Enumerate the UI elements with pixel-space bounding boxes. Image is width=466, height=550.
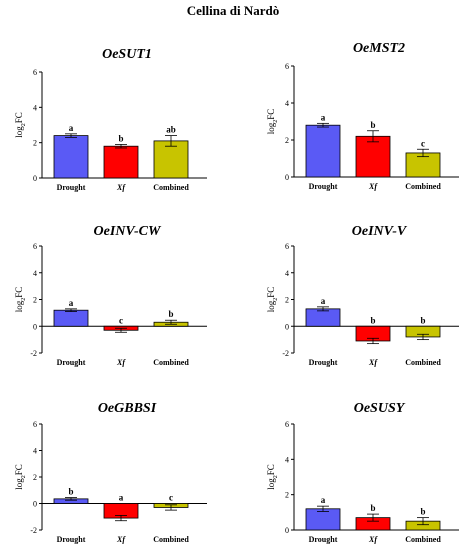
significance-label: b — [370, 120, 375, 130]
bar-drought — [305, 124, 341, 178]
x-tick-label: Combined — [153, 535, 189, 544]
bar-drought — [53, 309, 89, 327]
y-tick-label: 0 — [285, 322, 289, 331]
y-tick-label: 4 — [285, 455, 289, 464]
y-tick-label: 6 — [33, 242, 37, 251]
y-tick-label: 0 — [33, 322, 37, 331]
y-tick-label: 2 — [285, 296, 289, 305]
y-tick-label: 4 — [33, 103, 37, 112]
x-tick-label: Drought — [57, 183, 86, 192]
significance-label: c — [421, 138, 425, 148]
chart-title: OeINV-CW — [94, 224, 162, 239]
y-axis-label: log2FC — [14, 464, 27, 490]
x-tick-label: Drought — [309, 358, 338, 367]
x-tick-label: Drought — [309, 535, 338, 544]
chart-title: OeMST2 — [353, 41, 405, 56]
y-tick-label: 4 — [33, 269, 37, 278]
y-tick-label: 0 — [33, 174, 37, 183]
significance-label: c — [119, 315, 123, 325]
y-axis-label: log2FC — [266, 287, 279, 313]
y-tick-label: 2 — [33, 296, 37, 305]
y-tick-label: -2 — [282, 349, 289, 358]
y-tick-label: 6 — [285, 62, 289, 71]
y-tick-label: 2 — [285, 136, 289, 145]
bar-drought — [305, 508, 341, 531]
chart-panel-1: OeSUT1 0 2 4 6 log2FC a Drought b Xf ab Combined — [14, 47, 207, 192]
x-tick-label: Drought — [57, 535, 86, 544]
significance-label: b — [420, 315, 425, 325]
significance-label: b — [370, 315, 375, 325]
x-tick-label: Drought — [309, 182, 338, 191]
significance-label: ab — [166, 125, 176, 135]
chart-title: OeINV-V — [352, 224, 408, 239]
y-tick-label: 0 — [33, 500, 37, 509]
chart-panel-2: OeMST2 0 2 4 6 log2FC a Drought b Xf c Combined — [266, 41, 459, 191]
chart-panel-6: OeSUSY 0 2 4 6 log2FC a Drought b Xf b Combined — [266, 401, 459, 544]
chart-panel-5: OeGBBSI -2 0 2 4 6 log2FC b Drought a Xf c Combined — [14, 401, 207, 544]
y-tick-label: 6 — [33, 420, 37, 429]
significance-label: b — [370, 503, 375, 513]
significance-label: c — [169, 493, 173, 503]
y-axis-label: log2FC — [14, 112, 27, 138]
y-axis-label: log2FC — [266, 464, 279, 490]
y-tick-label: 0 — [285, 526, 289, 535]
x-tick-label: Combined — [153, 183, 189, 192]
significance-label: b — [168, 309, 173, 319]
chart-title: OeSUSY — [354, 401, 406, 416]
y-tick-label: 6 — [33, 68, 37, 77]
chart-title: OeGBBSI — [98, 401, 157, 416]
y-tick-label: 4 — [33, 447, 37, 456]
x-tick-label: Xf — [368, 535, 378, 544]
significance-label: a — [321, 495, 326, 505]
significance-label: b — [118, 133, 123, 143]
x-tick-label: Drought — [57, 358, 86, 367]
x-tick-label: Combined — [405, 535, 441, 544]
significance-label: a — [69, 123, 74, 133]
y-axis-label: log2FC — [266, 109, 279, 135]
x-tick-label: Xf — [368, 182, 378, 191]
y-tick-label: 4 — [285, 269, 289, 278]
chart-panel-3: OeINV-CW -2 0 2 4 6 log2FC a Drought c Xf b Combined — [14, 224, 207, 367]
x-tick-label: Combined — [405, 182, 441, 191]
chart-title: OeSUT1 — [102, 47, 152, 62]
bar-drought — [53, 135, 89, 179]
bar-drought — [305, 308, 341, 327]
x-tick-label: Xf — [116, 183, 126, 192]
chart-panel-4: OeINV-V -2 0 2 4 6 log2FC a Drought b Xf b Combined — [266, 224, 459, 367]
y-tick-label: 2 — [285, 491, 289, 500]
y-axis-label: log2FC — [14, 287, 27, 313]
y-tick-label: -2 — [30, 349, 37, 358]
x-tick-label: Xf — [116, 358, 126, 367]
x-tick-label: Combined — [153, 358, 189, 367]
bar-xf — [103, 145, 139, 179]
y-tick-label: 2 — [33, 473, 37, 482]
x-tick-label: Xf — [116, 535, 126, 544]
significance-label: a — [321, 296, 326, 306]
x-tick-label: Combined — [405, 358, 441, 367]
y-tick-label: 0 — [285, 173, 289, 182]
figure-title: Cellina di Nardò — [186, 3, 280, 18]
y-tick-label: 2 — [33, 139, 37, 148]
significance-label: a — [119, 493, 124, 503]
significance-label: a — [69, 298, 74, 308]
y-tick-label: 6 — [285, 420, 289, 429]
y-tick-label: 6 — [285, 242, 289, 251]
y-tick-label: -2 — [30, 526, 37, 535]
x-tick-label: Xf — [368, 358, 378, 367]
y-tick-label: 4 — [285, 99, 289, 108]
significance-label: a — [321, 112, 326, 122]
significance-label: b — [68, 487, 73, 497]
significance-label: b — [420, 507, 425, 517]
bar-xf — [355, 135, 391, 178]
bar-combined — [405, 152, 441, 178]
